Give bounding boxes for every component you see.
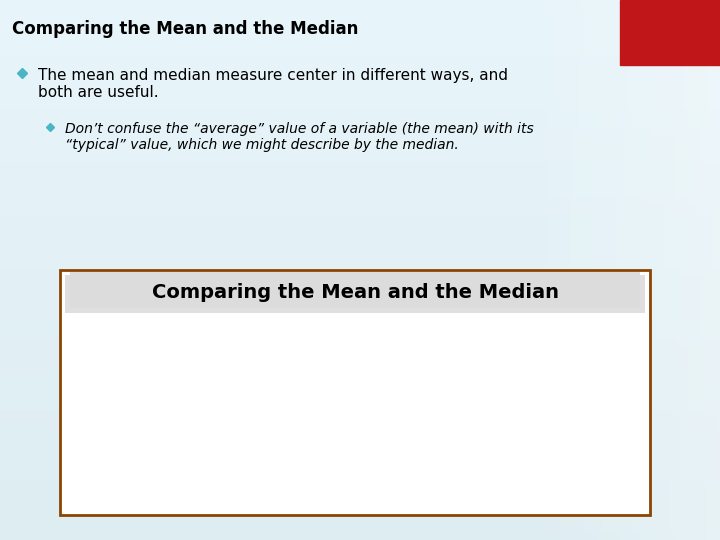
Text: Comparing the Mean and the Median: Comparing the Mean and the Median bbox=[151, 282, 559, 301]
Text: Comparing the Mean and the Median: Comparing the Mean and the Median bbox=[12, 20, 359, 38]
Text: Don’t confuse the “average” value of a variable (the mean) with its: Don’t confuse the “average” value of a v… bbox=[65, 122, 534, 136]
Text: both are useful.: both are useful. bbox=[38, 85, 158, 100]
Bar bbox=[60, 270, 650, 515]
Bar bbox=[620, 0, 720, 65]
Bar bbox=[65, 275, 645, 313]
Text: The mean and median measure center in different ways, and: The mean and median measure center in di… bbox=[38, 68, 508, 83]
Text: “typical” value, which we might describe by the median.: “typical” value, which we might describe… bbox=[65, 138, 459, 152]
Bar bbox=[70, 272, 640, 308]
